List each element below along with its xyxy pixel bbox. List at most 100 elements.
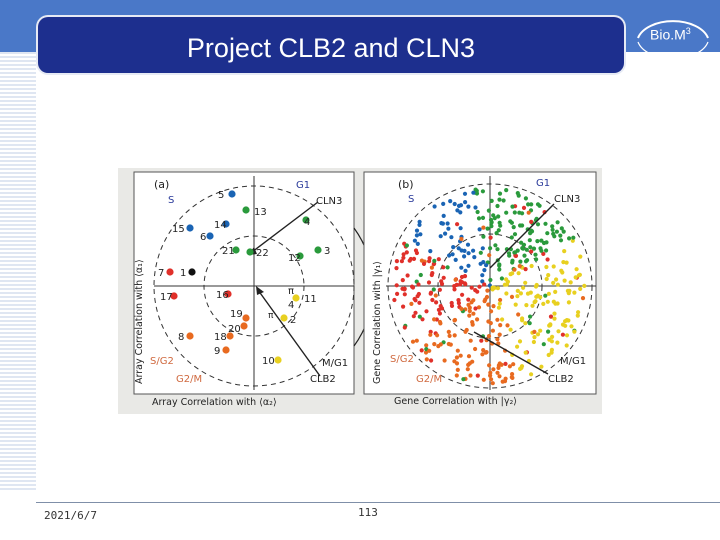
panel-b-gene-dot: [489, 309, 494, 314]
panel-b-gene-dot: [452, 359, 457, 364]
panel-b-clb2-arrow: [473, 331, 549, 375]
panel-b-gene-dot: [544, 276, 549, 282]
panel-a-point-22: [246, 248, 254, 256]
panel-b-gene-dot: [442, 358, 447, 363]
panel-a-point-label-3: 3: [324, 246, 330, 257]
panel-b-gene-dot: [574, 267, 579, 272]
panel-b-gene-dot: [483, 350, 488, 355]
panel-b-gene-dot: [452, 318, 457, 323]
panel-b-gene-dot: [482, 282, 487, 287]
panel-b-gene-dot: [544, 264, 549, 270]
panel-a-point-label-8: 8: [178, 332, 184, 343]
panel-b-gene-dot: [519, 364, 525, 369]
panel-a-point-9: [222, 346, 230, 354]
panel-b-gene-dot: [399, 259, 404, 264]
panel-b-xlabel: Gene Correlation with |γ₂⟩: [394, 396, 517, 407]
panel-b-gene-dot: [417, 222, 422, 227]
panel-b-gene-dot: [455, 208, 460, 213]
panel-b-gene-dot: [465, 242, 471, 247]
panel-b-gene-dot: [552, 311, 557, 316]
panel-b-gene-dot: [409, 301, 414, 306]
panel-b-gene-dot: [571, 235, 576, 240]
panel-b-gene-dot: [488, 235, 493, 240]
panel-b-gene-dot: [562, 278, 567, 283]
panel-b-gene-dot: [543, 293, 548, 298]
panel-b-gene-dot: [437, 319, 443, 325]
panel-b-gene-dot: [503, 361, 508, 366]
panel-b-gene-dot: [486, 334, 492, 339]
panel-b-gene-dot: [551, 280, 556, 285]
panel-b-gene-dot: [507, 253, 512, 258]
panel-b-gene-dot: [473, 205, 478, 210]
panel-b-gene-dot: [489, 220, 494, 225]
panel-b-gene-dot: [452, 287, 457, 292]
panel-b-gene-dot: [503, 376, 508, 381]
panel-b-gene-dot: [462, 191, 468, 196]
panel-b-gene-dot: [475, 289, 480, 294]
panel-a-point-7: [166, 268, 174, 276]
panel-b-gene-dot: [436, 257, 441, 262]
panel-b-gene-dot: [531, 339, 536, 345]
panel-b-gene-dot: [517, 210, 522, 215]
panel-b-gene-dot: [521, 242, 527, 247]
panel-b-gene-dot: [504, 291, 509, 296]
panel-b-gene-dot: [568, 280, 573, 285]
panel-b-gene-dot: [434, 300, 439, 305]
panel-b-gene-dot: [401, 304, 406, 309]
panel-b-gene-dot: [495, 317, 500, 322]
panel-b-gene-dot: [446, 341, 451, 347]
panel-b-gene-dot: [521, 285, 526, 290]
panel-b-gene-dot: [426, 280, 432, 285]
panel-b-gene-dot: [509, 220, 514, 225]
panel-b-gene-dot: [413, 298, 418, 303]
panel-b-gene-dot: [481, 225, 486, 230]
panel-b-gene-dot: [564, 343, 569, 348]
panel-b-gene-dot: [410, 339, 416, 344]
panel-b-gene-dot: [556, 329, 561, 334]
panel-b-gene-dot: [433, 293, 438, 298]
logo: Bio.M3: [650, 26, 691, 43]
panel-b-g1: G1: [536, 178, 550, 189]
panel-b-gene-dot: [578, 254, 583, 259]
panel-b-gene-dot: [495, 247, 500, 252]
panel-b-gene-dot: [532, 329, 537, 334]
panel-b-gene-dot: [510, 204, 515, 209]
panel-b-gene-dot: [458, 353, 463, 358]
panel-b-gene-dot: [527, 321, 532, 326]
panel-b-gene-dot: [560, 322, 566, 327]
panel-b-gene-dot: [439, 281, 445, 286]
panel-b-gene-dot: [408, 256, 413, 262]
panel-b-gene-dot: [411, 256, 417, 261]
panel-b-gene-dot: [427, 348, 432, 353]
panel-b-gene-dot: [480, 189, 485, 194]
panel-a-s-g2: S/G2: [150, 356, 174, 367]
panel-b-gene-dot: [437, 311, 442, 316]
panel-b-gene-dot: [559, 226, 564, 231]
panel-b-gene-dot: [498, 297, 503, 303]
panel-b-gene-dot: [462, 254, 467, 259]
panel-b-gene-dot: [549, 339, 554, 344]
panel-b-gene-dot: [508, 272, 513, 277]
panel-b-gene-dot: [473, 187, 478, 192]
panel-b-gene-dot: [441, 265, 446, 270]
panel-a-point-label-15: 15: [172, 224, 185, 235]
panel-b-gene-dot: [405, 273, 410, 278]
panel-b-gene-dot: [562, 249, 567, 254]
panel-a-point-label-21: 21: [222, 246, 235, 257]
panel-b-gene-dot: [446, 329, 451, 334]
panel-b-gene-dot: [431, 287, 436, 292]
panel-b-gene-dot: [441, 213, 446, 218]
panel-b-gene-dot: [521, 205, 527, 210]
panel-b-gene-dot: [578, 286, 583, 291]
panel-b-gene-dot: [529, 202, 534, 207]
panel-b-gene-dot: [508, 327, 513, 332]
panel-b-gene-dot: [458, 203, 464, 208]
panel-b-gene-dot: [480, 352, 485, 357]
panel-b-gene-dot: [539, 248, 544, 253]
panel-a-point-19: [242, 314, 250, 322]
panel-a-point-label-20: 20: [228, 324, 241, 335]
panel-a-point-8: [186, 332, 194, 340]
panel-a-point-14: [222, 220, 230, 228]
panel-b-scatter: [392, 187, 587, 386]
panel-b-gene-dot: [523, 196, 528, 201]
